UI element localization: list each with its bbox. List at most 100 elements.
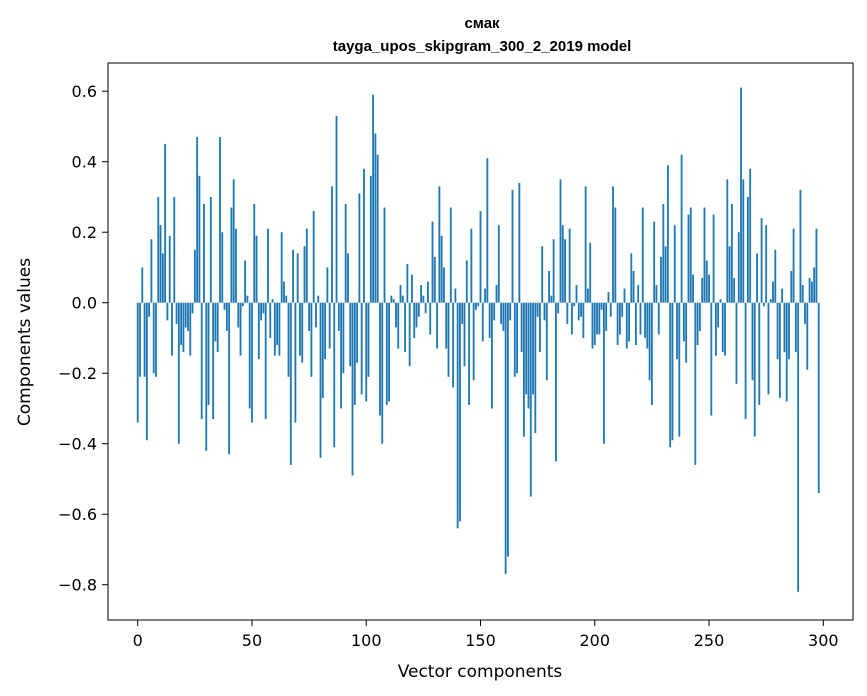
bar — [241, 302, 244, 307]
bar — [321, 302, 324, 398]
bar — [264, 302, 267, 420]
bar — [310, 302, 313, 377]
bar — [381, 302, 384, 444]
bar — [669, 302, 672, 448]
bar — [680, 154, 683, 303]
bar — [767, 302, 770, 395]
bar — [548, 270, 550, 303]
bar — [143, 302, 146, 377]
bar — [187, 302, 189, 331]
bar — [244, 260, 247, 303]
bar — [221, 232, 224, 303]
bar — [765, 225, 768, 303]
bar — [545, 302, 548, 381]
bar — [171, 302, 173, 356]
bar — [452, 302, 454, 388]
bar — [177, 302, 180, 444]
bar — [232, 179, 235, 303]
bar — [141, 267, 144, 303]
bar — [637, 285, 640, 303]
bar — [657, 302, 660, 335]
bar — [315, 302, 317, 328]
bar — [783, 302, 786, 353]
bar — [285, 295, 288, 303]
bar — [237, 302, 240, 328]
bar — [449, 207, 452, 303]
bar — [358, 193, 361, 303]
bar — [666, 165, 669, 303]
bar — [769, 299, 772, 303]
y-tick-label: −0.2 — [58, 364, 97, 383]
bar — [235, 228, 237, 303]
bar — [772, 281, 774, 303]
bar — [454, 288, 457, 303]
bar — [685, 302, 688, 363]
bar — [433, 256, 436, 303]
bar — [564, 239, 566, 303]
bar — [468, 302, 470, 405]
bar — [607, 292, 610, 303]
bar — [733, 278, 736, 303]
bar — [305, 228, 308, 303]
bar — [742, 179, 745, 303]
bar — [582, 302, 585, 338]
bar — [280, 232, 283, 303]
bar — [815, 228, 818, 303]
bar — [664, 246, 667, 303]
bar — [511, 189, 514, 303]
bar — [678, 302, 681, 437]
bar — [395, 302, 397, 328]
bar — [440, 235, 443, 303]
bar — [703, 207, 706, 303]
bar — [650, 302, 653, 405]
x-axis-ticks: 0 50 100 150 200 250 300 — [133, 620, 839, 650]
bar — [406, 263, 409, 303]
bar — [584, 186, 587, 303]
bar — [776, 302, 779, 360]
bar — [687, 214, 690, 303]
bar — [634, 302, 637, 346]
bar — [145, 302, 148, 441]
bar — [276, 302, 279, 346]
bar — [518, 182, 521, 303]
bar — [701, 278, 704, 303]
bar — [813, 267, 816, 303]
bar — [445, 302, 448, 349]
plot-frame — [107, 62, 854, 621]
bar — [744, 302, 747, 420]
bar — [593, 302, 596, 346]
bar — [257, 302, 260, 360]
bar — [644, 302, 646, 338]
bar — [696, 302, 699, 346]
bar — [424, 302, 427, 314]
bar — [758, 302, 761, 405]
bar — [465, 260, 468, 303]
bar — [740, 87, 742, 303]
y-tick-label: −0.8 — [58, 576, 97, 595]
bar — [792, 228, 795, 303]
bar — [463, 302, 466, 367]
bar — [790, 270, 793, 303]
bar — [762, 302, 765, 307]
bar — [653, 221, 656, 303]
bar — [207, 302, 210, 405]
bar — [269, 302, 272, 338]
bar — [520, 302, 523, 353]
y-tick-label: 0.2 — [72, 223, 97, 242]
bar — [255, 235, 258, 303]
bar — [760, 218, 763, 303]
bar — [292, 249, 295, 303]
bar — [150, 239, 153, 303]
bar — [785, 302, 788, 402]
bar — [360, 302, 363, 395]
bar — [429, 302, 432, 335]
bar — [728, 246, 731, 303]
bar — [420, 285, 422, 303]
bar — [623, 288, 626, 303]
bar — [810, 281, 813, 303]
bar — [372, 94, 375, 303]
bar — [630, 253, 633, 303]
bar — [385, 302, 388, 405]
bar — [374, 133, 377, 303]
